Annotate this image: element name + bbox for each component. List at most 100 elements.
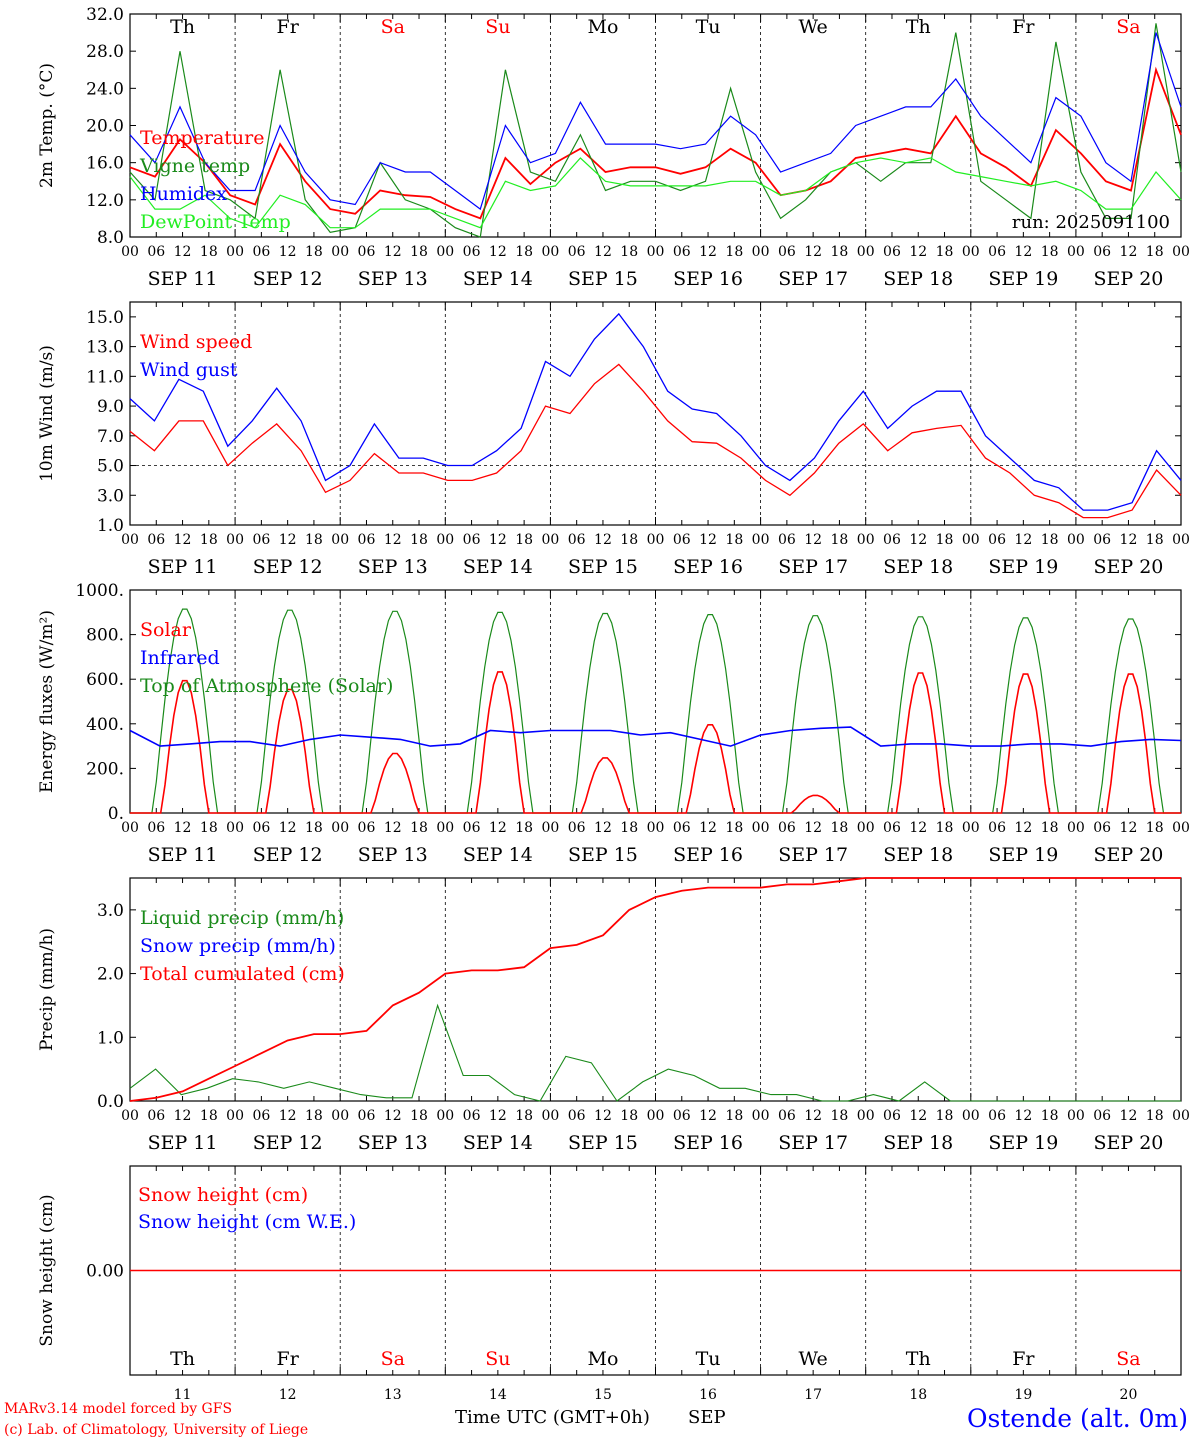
hour-label: 18 [410,820,428,836]
panel-1: 8.0 12.0 16.0 20.0 24.0 28.0 32.0 2m Temp. (°C)… [37,5,1190,290]
hour-label: 06 [883,1108,901,1124]
hour-label: 06 [568,532,586,548]
panel-5: 0.00 Snow height (cm) Snow height (cm) Snow… [37,1165,1182,1403]
hour-label: 06 [778,1108,796,1124]
weekday-label: Tu [696,16,721,38]
hour-label: 00 [541,244,559,260]
hour-label: 06 [778,244,796,260]
date-label: SEP 12 [253,844,323,866]
hour-label: 00 [331,532,349,548]
hour-label: 00 [541,1108,559,1124]
series-line [129,312,1182,511]
hour-label: 00 [226,532,244,548]
hour-label: 06 [778,532,796,548]
hour-label: 18 [410,1108,428,1124]
panel-3: 0. 200. 400. 600. 800. 1000. Energy fluxes (W/… [37,581,1190,866]
date-label: SEP 15 [568,1132,638,1154]
hour-label: 12 [1014,532,1032,548]
weekday-label: Sa [1116,16,1140,38]
hour-label: 12 [1120,1108,1138,1124]
weekday-label: We [799,16,828,38]
hour-label: 00 [121,244,139,260]
date-label: SEP 15 [568,556,638,578]
legend-entry: Wind speed [140,331,252,353]
weekday-label: Fr [1012,16,1035,38]
weekday-label: Th [170,1348,195,1370]
hour-label: 00 [331,244,349,260]
hour-label: 06 [1093,1108,1111,1124]
weekday-label: Sa [381,1348,405,1370]
hour-label: 00 [121,1108,139,1124]
legend-entry: Snow precip (mm/h) [140,935,336,957]
hour-label: 12 [1014,1108,1032,1124]
legend-entry: Temperature [140,127,264,149]
hour-label: 12 [489,820,507,836]
hour-label: 18 [1146,1108,1164,1124]
y-tick-label: 600. [86,670,124,690]
legend-entry: Snow height (cm W.E.) [138,1211,356,1233]
hour-label: 18 [725,820,743,836]
hour-label: 18 [936,244,954,260]
hour-label: 12 [384,532,402,548]
day-number: 19 [1014,1387,1032,1403]
hour-label: 18 [1041,244,1059,260]
y-tick-label: 1.0 [97,1028,124,1048]
hour-label: 12 [699,1108,717,1124]
y-axis-label: Snow height (cm) [37,1194,57,1346]
hour-label: 06 [1093,244,1111,260]
series-line [129,363,1182,519]
hour-label: 12 [699,820,717,836]
hour-label: 18 [410,244,428,260]
y-tick-label: 16.0 [86,154,124,174]
hour-label: 06 [988,820,1006,836]
weekday-label: Sa [381,16,405,38]
plot-frame [129,301,1182,526]
hour-label: 18 [1041,532,1059,548]
date-label: SEP 11 [148,556,218,578]
legend-entry: Liquid precip (mm/h) [140,907,344,929]
date-label: SEP 18 [883,268,953,290]
hour-label: 18 [200,532,218,548]
legend-entry: DewPoint Temp [140,211,291,233]
weekday-label: Mo [587,16,618,38]
hour-label: 18 [831,532,849,548]
date-label: SEP 15 [568,268,638,290]
hour-label: 06 [147,1108,165,1124]
hour-label: 12 [594,244,612,260]
weekday-label: Th [906,16,931,38]
panel-4: 0.0 1.0 2.0 3.0 Precip (mm/h) Liquid precip (… [37,877,1190,1154]
hour-label: 18 [1146,820,1164,836]
weekday-label: We [799,1348,828,1370]
hour-label: 00 [647,244,665,260]
model-credit: MARv3.14 model forced by GFS [4,1401,232,1417]
series-line [129,23,1182,238]
date-label: SEP 13 [358,1132,428,1154]
day-number: 16 [699,1387,717,1403]
date-label: SEP 12 [253,268,323,290]
hour-label: 18 [1041,820,1059,836]
hour-label: 06 [673,1108,691,1124]
hour-label: 18 [936,820,954,836]
hour-label: 00 [647,532,665,548]
legend-entry: Snow height (cm) [138,1184,308,1206]
hour-label: 00 [121,532,139,548]
hour-label: 18 [305,820,323,836]
hour-label: 00 [541,532,559,548]
hour-label: 12 [279,244,297,260]
series-line [129,877,1181,1102]
series-line [129,157,1182,229]
date-label: SEP 13 [358,556,428,578]
day-number: 20 [1120,1387,1138,1403]
day-number: 11 [174,1387,192,1403]
hour-label: 06 [147,244,165,260]
hour-label: 18 [515,1108,533,1124]
hour-label: 18 [515,820,533,836]
run-label: run: 2025091100 [1012,212,1170,233]
legend-entry: Solar [140,619,192,641]
hour-label: 12 [1120,532,1138,548]
hour-label: 12 [699,244,717,260]
weekday-label: Su [485,1348,510,1370]
hour-label: 12 [279,1108,297,1124]
hour-label: 12 [174,532,192,548]
legend-entry: Infrared [140,647,220,669]
